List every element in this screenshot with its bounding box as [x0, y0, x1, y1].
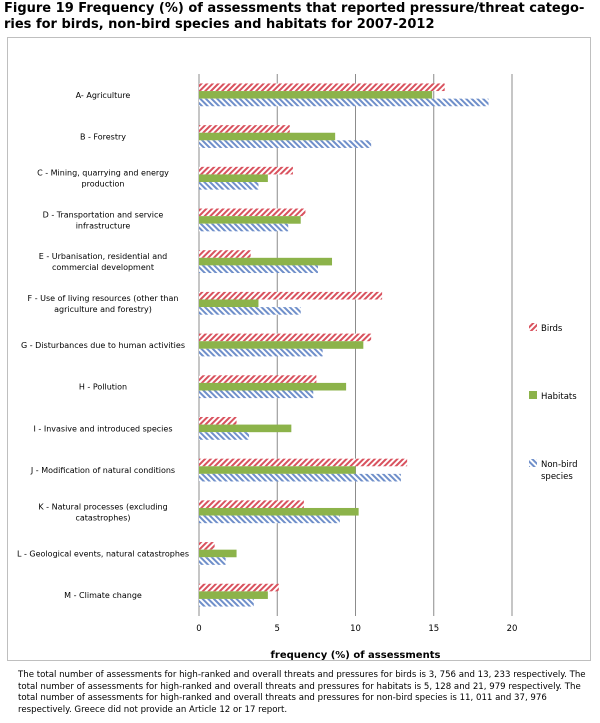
bar-habitats	[199, 174, 268, 183]
x-tick-label: 0	[196, 624, 201, 634]
bar-non-bird	[199, 390, 314, 399]
category-label: agriculture and forestry)	[54, 305, 152, 314]
bar-birds	[199, 375, 317, 383]
bar-non-bird	[199, 348, 323, 357]
bar-habitats	[199, 132, 336, 141]
category-label: B - Forestry	[80, 133, 126, 142]
bar-birds	[199, 125, 290, 133]
category-label: G - Disturbances due to human activities	[21, 341, 185, 350]
legend-label-non-bird: species	[541, 472, 573, 482]
bar-habitats	[199, 257, 333, 266]
bar-habitats	[199, 591, 268, 599]
legend-swatch-habitats	[529, 391, 537, 399]
chart-area: A- Agriculture B - Forestry C - Mining, qu…	[7, 37, 591, 661]
figure-title: Figure 19 Frequency (%) of assessments t…	[4, 1, 585, 32]
bar-chart: A- Agriculture B - Forestry C - Mining, qu…	[17, 74, 578, 661]
bar-birds	[199, 166, 293, 175]
x-tick-label: 10	[350, 624, 361, 634]
bar-non-bird	[199, 223, 289, 232]
legend: Birds Habitats Non-bird species	[529, 323, 578, 482]
legend-label-non-bird: Non-bird	[541, 460, 578, 470]
category-label: commercial development	[52, 263, 154, 272]
bar-non-bird	[199, 265, 318, 274]
category-label: H - Pollution	[79, 383, 127, 392]
bar-birds	[199, 83, 445, 92]
category-label: A- Agriculture	[76, 91, 131, 100]
category-labels: A- Agriculture B - Forestry C - Mining, qu…	[17, 91, 189, 600]
bars	[199, 83, 489, 607]
bar-birds	[199, 250, 251, 258]
category-label: I - Invasive and introduced species	[34, 424, 173, 433]
bar-non-bird	[199, 598, 254, 607]
category-label: D - Transportation and service	[43, 210, 164, 219]
bar-birds	[199, 208, 306, 217]
bar-non-bird	[199, 182, 259, 190]
bar-birds	[199, 542, 215, 550]
bar-habitats	[199, 507, 359, 516]
x-tick-label: 20	[507, 624, 518, 634]
bar-non-bird	[199, 557, 226, 565]
bar-non-bird	[199, 473, 401, 482]
bar-habitats	[199, 341, 364, 349]
bar-non-bird	[199, 98, 489, 107]
category-label: production	[82, 180, 125, 189]
bar-habitats	[199, 424, 292, 433]
category-label: infrastructure	[76, 221, 131, 230]
legend-swatch-birds	[529, 323, 537, 331]
category-label: K - Natural processes (excluding	[38, 502, 167, 511]
bar-habitats	[199, 382, 347, 391]
legend-label-birds: Birds	[541, 324, 563, 334]
category-label: F - Use of living resources (other than	[28, 294, 179, 303]
x-axis-ticks: 0 5 10 15 20	[196, 624, 517, 634]
x-axis-title: frequency (%) of assessments	[271, 650, 441, 661]
bar-non-bird	[199, 432, 250, 440]
legend-swatch-non-bird	[529, 459, 537, 467]
footnote: The total number of assessments for high…	[18, 670, 586, 715]
category-label: L - Geological events, natural catastrop…	[17, 549, 189, 558]
category-label: J - Modification of natural conditions	[30, 466, 175, 475]
category-label: E - Urbanisation, residential and	[39, 252, 168, 261]
category-label: catastrophes)	[75, 513, 130, 522]
bar-habitats	[199, 549, 237, 558]
bar-habitats	[199, 216, 301, 224]
bar-birds	[199, 333, 372, 342]
bar-habitats	[199, 91, 433, 99]
x-tick-label: 5	[275, 624, 280, 634]
bar-non-bird	[199, 140, 372, 148]
legend-label-habitats: Habitats	[541, 392, 577, 402]
category-label: C - Mining, quarrying and energy	[37, 169, 169, 178]
bar-habitats	[199, 299, 259, 308]
bar-non-bird	[199, 307, 301, 315]
bar-non-bird	[199, 515, 340, 524]
bar-birds	[199, 583, 279, 592]
bar-birds	[199, 500, 304, 508]
bar-habitats	[199, 466, 356, 474]
category-label: M - Climate change	[64, 591, 142, 600]
bar-birds	[199, 458, 408, 467]
bar-birds	[199, 291, 383, 300]
x-tick-label: 15	[428, 624, 439, 634]
bar-birds	[199, 416, 237, 425]
